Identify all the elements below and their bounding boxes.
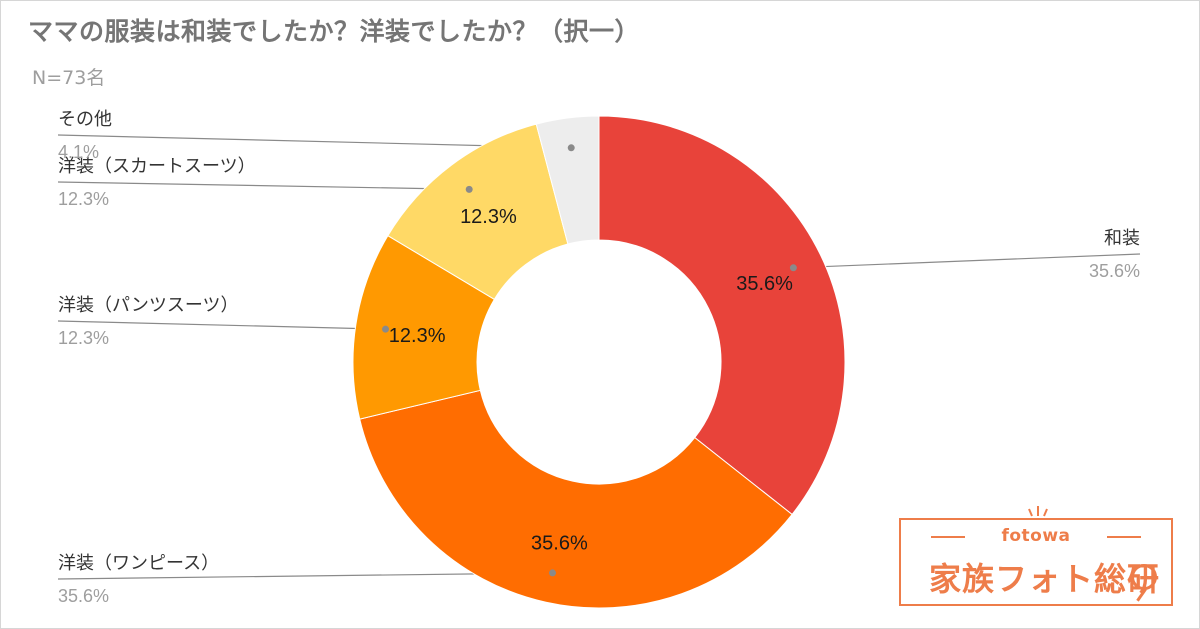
callout-value-2: 12.3%	[58, 328, 109, 348]
callout-value-3: 12.3%	[58, 189, 109, 209]
callout-category-0: 和装	[1104, 228, 1140, 249]
chart-title: ママの服装は和装でしたか？洋装でしたか？（択一）	[28, 17, 641, 46]
slice-value-label-3: 12.3%	[460, 206, 517, 228]
callout-line-1	[57, 572, 553, 580]
callout-line-3	[57, 181, 470, 190]
slice-value-label-2: 12.3%	[389, 325, 446, 347]
slice-value-label-0: 35.6%	[736, 273, 793, 295]
callout-category-2: 洋装（パンツスーツ）	[58, 295, 239, 316]
callout-line-2	[57, 320, 386, 330]
donut-slice-0	[598, 115, 846, 516]
callout-value-4: 4.1%	[58, 142, 99, 162]
logo-name: 家族フォト総研	[929, 560, 1161, 598]
slice-value-label-1: 35.6%	[531, 533, 588, 555]
fotowa-logo: fotowa 家族フォト総研	[899, 506, 1173, 606]
logo-dash-right	[1107, 536, 1141, 538]
callout-dot-0	[789, 264, 797, 272]
callout-dot-1	[548, 569, 556, 577]
callout-dot-4	[567, 144, 575, 152]
callout-category-1: 洋装（ワンピース）	[58, 553, 219, 574]
logo-brand: fotowa	[1001, 526, 1071, 546]
callout-dot-2	[382, 325, 390, 333]
donut-slice-4	[535, 115, 600, 245]
callout-category-3: 洋装（スカートスーツ）	[58, 156, 256, 177]
callout-dot-3	[465, 185, 473, 193]
sun-rays-icon	[1028, 506, 1048, 517]
logo-dash-left	[931, 536, 965, 538]
callout-category-4: その他	[58, 109, 112, 130]
chart-subtitle: N=73名	[32, 67, 106, 89]
callout-line-0	[793, 253, 1141, 269]
callout-value-1: 35.6%	[58, 586, 109, 606]
callout-value-0: 35.6%	[1089, 261, 1140, 281]
magnifier-icon	[1131, 564, 1157, 590]
donut-slice-1	[359, 389, 793, 609]
